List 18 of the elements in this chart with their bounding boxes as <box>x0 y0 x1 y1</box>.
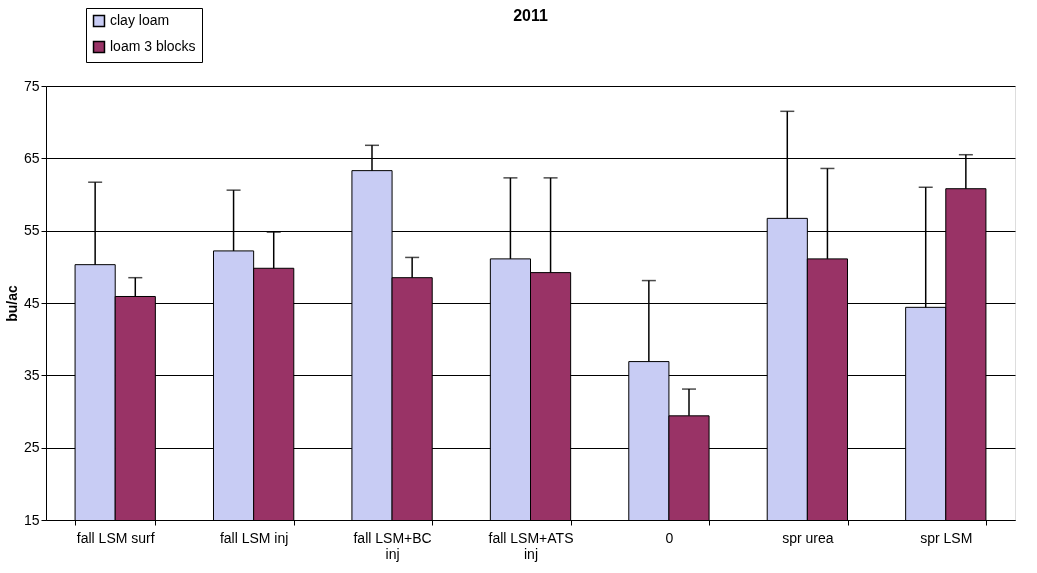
x-tick-label: fall LSM surf <box>76 529 155 546</box>
x-tick-label: fall LSM+BC inj <box>353 529 432 562</box>
legend-label: loam 3 blocks <box>110 38 196 54</box>
y-tick-label: 75 <box>23 77 40 94</box>
y-tick-label: 35 <box>23 366 40 383</box>
x-tick-label: spr LSM <box>920 529 973 546</box>
y-tick-label: 55 <box>23 222 40 239</box>
y-axis-title: bu/ac <box>3 285 20 322</box>
y-tick-label: 45 <box>23 294 40 311</box>
y-tick-label: 15 <box>23 511 40 528</box>
x-tick-label: spr urea <box>782 529 834 546</box>
y-tick-label: 65 <box>23 149 40 166</box>
x-tick-label: fall LSM inj <box>219 529 289 546</box>
x-tick-label: fall LSM+ATS inj <box>488 529 574 562</box>
x-tick-label: 0 <box>665 529 674 546</box>
chart-title: 2011 <box>513 7 548 24</box>
legend-label: clay loam <box>110 12 170 28</box>
y-tick-label: 25 <box>23 439 40 456</box>
